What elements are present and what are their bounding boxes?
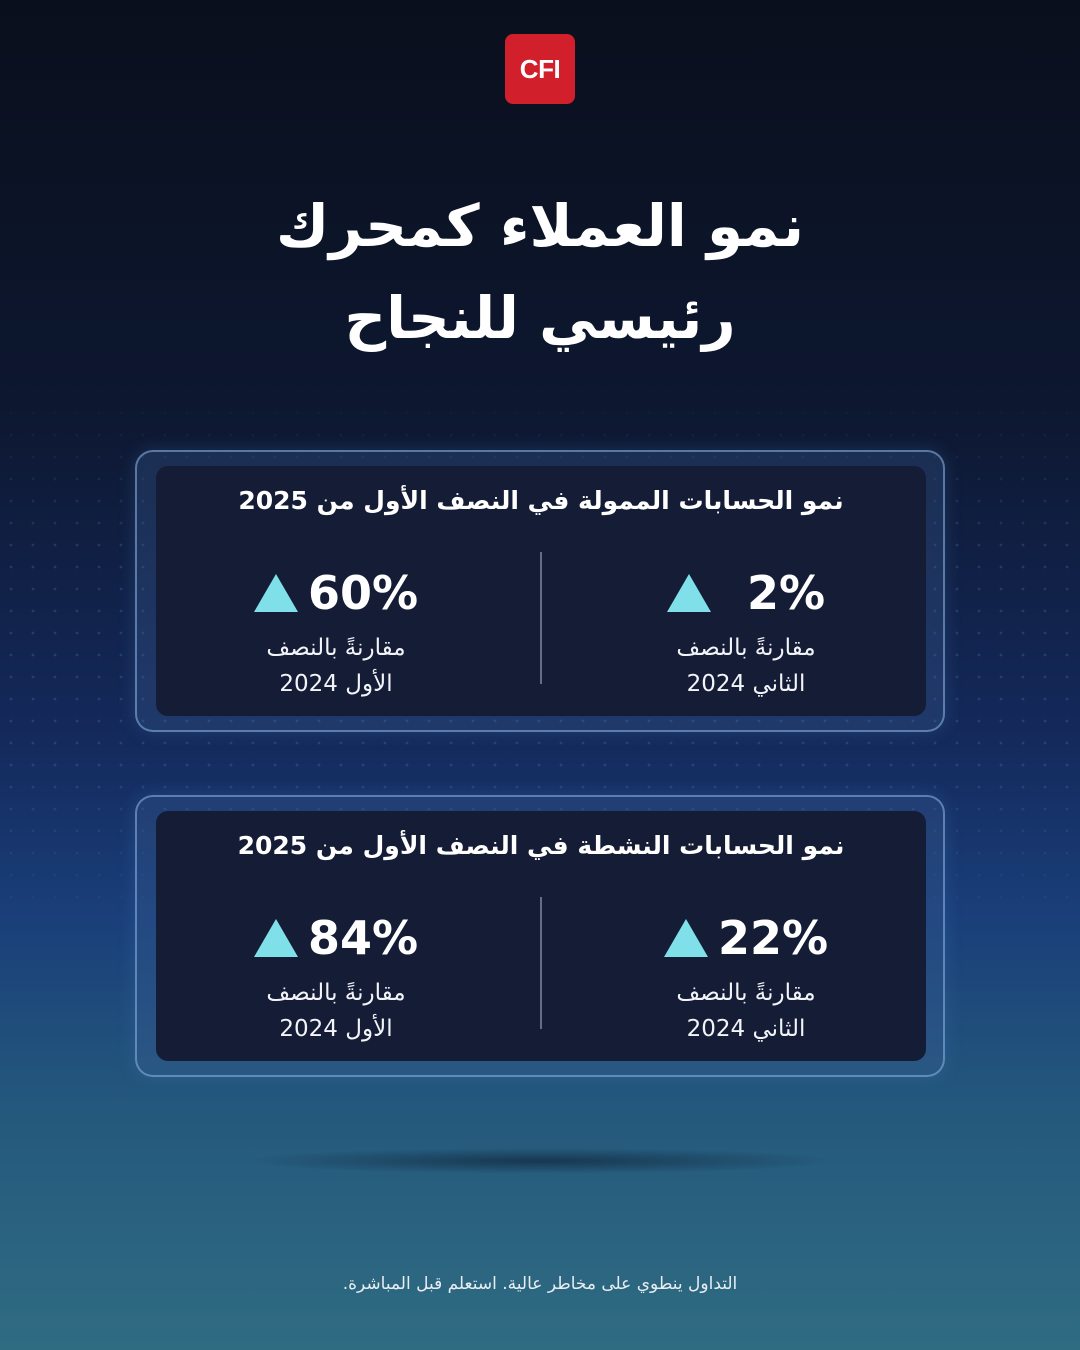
funded-accounts-card: نمو الحسابات الممولة في النصف الأول من 2…: [135, 450, 945, 732]
stat-desc-line1: مقارنةً بالنصف: [676, 635, 816, 661]
stat-desc-line2: الثاني 2024: [686, 671, 806, 697]
cfi-logo: CFI: [505, 34, 575, 104]
stat-desc-line2: الأول 2024: [279, 1016, 393, 1042]
stat-desc-line1: مقارنةً بالنصف: [266, 635, 406, 661]
logo-text: CFI: [519, 53, 561, 84]
title-line-1: نمو العملاء كمحرك: [275, 192, 805, 260]
stat-vs-h2-2024: 22% مقارنةً بالنصف الثاني 2024: [596, 911, 896, 1047]
stat-value: 84%: [307, 911, 419, 965]
title-line-2: رئيسي للنجاح: [344, 284, 736, 352]
up-triangle-icon: [666, 574, 711, 612]
stat-value: 60%: [307, 566, 419, 620]
card-panel: نمو الحسابات الممولة في النصف الأول من 2…: [156, 466, 926, 716]
stat-vs-h1-2024: 60% مقارنةً بالنصف الأول 2024: [186, 566, 486, 702]
divider: [540, 897, 542, 1029]
stat-vs-h2-2024: 2% مقارنةً بالنصف الثاني 2024: [596, 566, 896, 702]
active-accounts-card: نمو الحسابات النشطة في النصف الأول من 20…: [135, 795, 945, 1077]
up-triangle-icon: [663, 919, 708, 957]
page-title: نمو العملاء كمحرك رئيسي للنجاح: [140, 180, 940, 364]
stat-desc-line2: الثاني 2024: [686, 1016, 806, 1042]
card-title: نمو الحسابات النشطة في النصف الأول من 20…: [237, 831, 845, 860]
stat-value: 2%: [746, 566, 826, 620]
floor-shadow: [240, 1148, 840, 1174]
up-triangle-icon: [253, 919, 298, 957]
card-panel: نمو الحسابات النشطة في النصف الأول من 20…: [156, 811, 926, 1061]
stat-desc-line2: الأول 2024: [279, 671, 393, 697]
stat-desc-line1: مقارنةً بالنصف: [676, 980, 816, 1006]
card-title: نمو الحسابات الممولة في النصف الأول من 2…: [238, 486, 844, 515]
stat-vs-h1-2024: 84% مقارنةً بالنصف الأول 2024: [186, 911, 486, 1047]
stat-desc-line1: مقارنةً بالنصف: [266, 980, 406, 1006]
up-triangle-icon: [253, 574, 298, 612]
stat-value: 22%: [717, 911, 829, 965]
divider: [540, 552, 542, 684]
risk-disclaimer: التداول ينطوي على مخاطر عالية. استعلم قب…: [342, 1274, 738, 1294]
